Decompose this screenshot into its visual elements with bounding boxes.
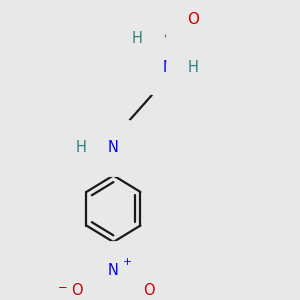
Text: O: O bbox=[188, 12, 200, 27]
Text: H: H bbox=[132, 32, 143, 46]
Text: N: N bbox=[163, 60, 173, 75]
Text: N: N bbox=[108, 140, 119, 155]
Text: O: O bbox=[144, 283, 155, 298]
Text: +: + bbox=[123, 256, 132, 266]
Text: N: N bbox=[108, 263, 119, 278]
Text: −: − bbox=[58, 281, 68, 294]
Text: O: O bbox=[72, 283, 83, 298]
Text: H: H bbox=[76, 140, 86, 155]
Text: H: H bbox=[188, 60, 199, 75]
